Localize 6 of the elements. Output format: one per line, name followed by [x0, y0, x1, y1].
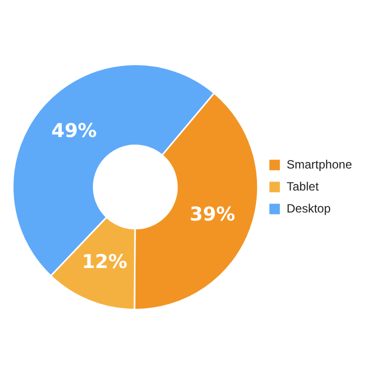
data-label: 49%	[51, 120, 97, 142]
legend-label: Desktop	[286, 201, 331, 216]
data-label: 39%	[190, 203, 236, 226]
legend-label: Smartphone	[286, 157, 352, 172]
legend-label: Tablet	[286, 179, 320, 194]
data-label: 12%	[82, 251, 128, 274]
